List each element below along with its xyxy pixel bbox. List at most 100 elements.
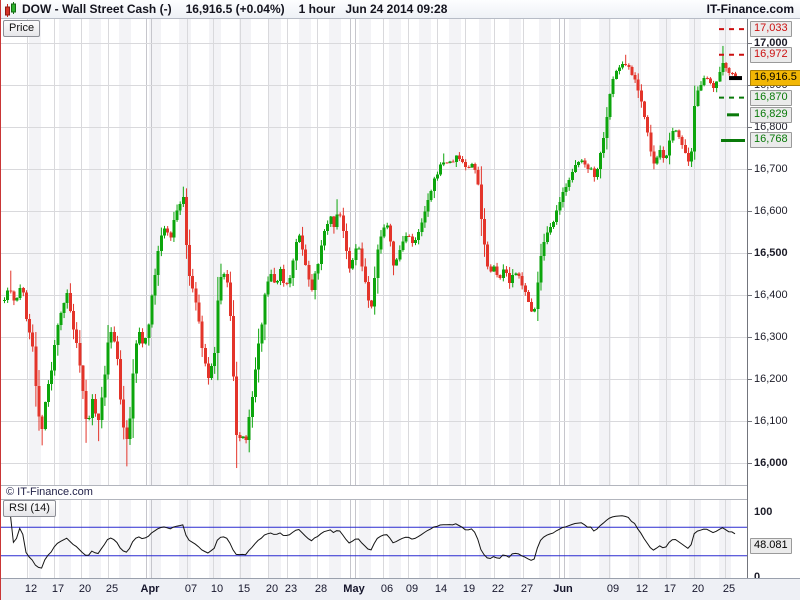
candle-body bbox=[275, 281, 279, 283]
candle-body bbox=[241, 436, 245, 439]
tab-price[interactable]: Price bbox=[3, 20, 41, 37]
candle-body bbox=[464, 162, 468, 167]
x-axis-day-label: 23 bbox=[284, 583, 298, 595]
candle-body bbox=[131, 373, 135, 419]
candle-body bbox=[423, 211, 427, 223]
candle-body bbox=[495, 266, 499, 275]
rsi-line bbox=[9, 513, 736, 569]
candle-body bbox=[548, 226, 552, 233]
candle-body bbox=[586, 164, 590, 170]
candle-body bbox=[313, 273, 317, 291]
x-axis-day-label: 28 bbox=[314, 583, 328, 595]
candle-body bbox=[388, 225, 392, 242]
candle-body bbox=[112, 331, 116, 342]
candle-body bbox=[134, 343, 138, 374]
background-stripe bbox=[449, 19, 461, 485]
candle-body bbox=[661, 150, 665, 158]
candle-body bbox=[269, 273, 273, 282]
time-axis[interactable]: 12 17 20 25 Apr 07 10 15 20 23 28 May 06 09 14 19 22 27 Ju… bbox=[1, 578, 800, 600]
candle-body bbox=[316, 263, 320, 274]
candle-body bbox=[106, 342, 110, 375]
rsi-axis-100: 100 bbox=[754, 506, 773, 518]
candle-body bbox=[21, 288, 25, 293]
candle-body bbox=[699, 84, 703, 91]
candle-body bbox=[454, 155, 458, 162]
candle-body bbox=[341, 215, 345, 232]
candle-body bbox=[210, 366, 214, 378]
candle-body bbox=[489, 266, 493, 272]
candle-body bbox=[705, 78, 709, 80]
candle-body bbox=[100, 397, 104, 421]
candle-body bbox=[429, 190, 433, 200]
candle-body bbox=[379, 236, 383, 250]
background-stripe bbox=[509, 19, 521, 485]
rsi-chart[interactable] bbox=[1, 500, 747, 578]
candle-body bbox=[225, 273, 229, 283]
background-stripe bbox=[179, 500, 191, 578]
candle-body bbox=[589, 168, 593, 170]
candle-body bbox=[172, 220, 176, 238]
candle-body bbox=[545, 232, 549, 242]
candle-body bbox=[473, 163, 477, 170]
candle-body bbox=[97, 413, 101, 421]
panel-divider[interactable] bbox=[1, 499, 747, 500]
candle-body bbox=[605, 117, 609, 138]
x-axis-day-label: 14 bbox=[434, 583, 448, 595]
candle-body bbox=[617, 67, 621, 71]
x-axis-day-label: 19 bbox=[462, 583, 476, 595]
candle-body bbox=[84, 391, 88, 419]
background-stripe bbox=[329, 19, 341, 485]
candle-body bbox=[40, 416, 44, 429]
candle-body bbox=[693, 105, 697, 152]
candle-body bbox=[555, 210, 559, 223]
x-axis-month-label: May bbox=[343, 583, 365, 595]
candle-body bbox=[668, 140, 672, 156]
candle-body bbox=[718, 72, 722, 82]
candle-body bbox=[674, 130, 678, 132]
candle-body bbox=[219, 276, 223, 301]
background-stripe bbox=[299, 500, 311, 578]
price-axis[interactable]: 17,00016,90016,80016,70016,60016,50016,4… bbox=[747, 19, 800, 583]
candle-body bbox=[401, 241, 405, 250]
candle-body bbox=[297, 235, 301, 243]
candle-body bbox=[260, 324, 264, 344]
pivot-price-box: 16,972 bbox=[750, 46, 792, 63]
background-stripe bbox=[539, 500, 551, 578]
candle-body bbox=[457, 155, 461, 159]
candle-body bbox=[50, 370, 54, 385]
candle-body bbox=[197, 302, 201, 322]
candle-body bbox=[567, 179, 571, 187]
candle-body bbox=[291, 260, 295, 279]
candle-body bbox=[658, 150, 662, 158]
candle-body bbox=[263, 294, 267, 325]
brand-link[interactable]: IT-Finance.com bbox=[706, 2, 794, 16]
candle-body bbox=[53, 344, 57, 371]
candle-body bbox=[552, 222, 556, 227]
candle-body bbox=[479, 184, 483, 219]
last-quote: 16,916.5 (+0.04%) bbox=[185, 2, 285, 16]
background-stripe bbox=[59, 19, 71, 485]
x-axis-day-label: 20 bbox=[265, 583, 279, 595]
candle-body bbox=[533, 308, 537, 312]
candle-body bbox=[621, 63, 625, 68]
candle-body bbox=[461, 158, 465, 163]
candle-body bbox=[498, 274, 502, 278]
background-stripe bbox=[509, 500, 521, 578]
candle-body bbox=[319, 245, 323, 264]
x-axis-month-label: Jun bbox=[553, 583, 573, 595]
candlestick-icon bbox=[5, 1, 16, 17]
candle-body bbox=[253, 369, 257, 398]
candle-body bbox=[266, 281, 270, 295]
y-axis-tick bbox=[748, 463, 752, 464]
tab-rsi[interactable]: RSI (14) bbox=[3, 500, 56, 517]
candle-body bbox=[178, 204, 182, 211]
candle-body bbox=[624, 63, 628, 66]
candle-body bbox=[87, 417, 91, 419]
candle-body bbox=[442, 162, 446, 165]
candle-body bbox=[72, 311, 76, 330]
candle-body bbox=[238, 435, 242, 439]
candle-body bbox=[244, 436, 248, 441]
price-chart[interactable] bbox=[1, 19, 747, 485]
candle-body bbox=[28, 318, 32, 333]
